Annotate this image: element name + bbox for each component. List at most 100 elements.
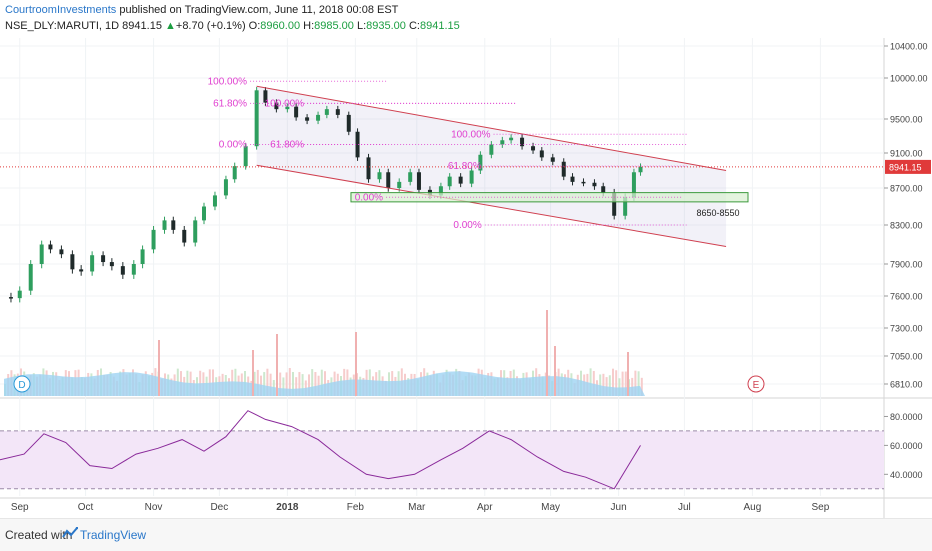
time-tick-label: Jun <box>611 502 627 513</box>
candle-body <box>254 90 259 147</box>
h-label: H: <box>303 20 315 32</box>
dividend-marker <box>13 375 31 393</box>
candle-body <box>182 229 187 243</box>
support-zone-label: 8650-8550 <box>696 208 739 218</box>
price-tick-label: 10400.00 <box>890 42 928 52</box>
candle-body <box>438 186 443 196</box>
candle-body <box>612 192 617 216</box>
o-label: O: <box>248 20 261 32</box>
time-tick-label: Aug <box>743 502 761 513</box>
volume-bar <box>292 371 294 396</box>
time-tick-label: 2018 <box>276 502 299 513</box>
earnings-marker <box>747 375 765 393</box>
symbol-label[interactable]: NSE_DLY:MARUTI, 1D <box>5 20 120 32</box>
rsi-band <box>0 430 884 489</box>
fib-level-label: 0.00% <box>355 192 383 203</box>
candle-body <box>478 154 483 171</box>
author-link[interactable]: CourtroomInvestments <box>5 4 117 16</box>
candle-body <box>243 146 248 167</box>
candle-body <box>59 249 64 255</box>
volume-spike <box>276 334 278 396</box>
candle-body <box>324 109 329 115</box>
fib-level-label: 0.00% <box>219 140 247 151</box>
volume-bar <box>301 374 304 396</box>
price-tick-label: 8700.00 <box>890 184 923 194</box>
volume-bar <box>285 372 288 396</box>
fib-level-label: 100.00% <box>265 98 305 109</box>
tradingview-brand-link[interactable]: TradingView <box>80 528 147 542</box>
candle-body <box>263 90 268 103</box>
publish-line: CourtroomInvestments published on Tradin… <box>5 4 398 16</box>
time-tick-label: Feb <box>347 502 365 513</box>
volume-bar <box>624 371 627 396</box>
candle-body <box>17 290 22 299</box>
volume-bar <box>589 368 592 396</box>
volume-bar <box>295 377 298 396</box>
volume-spike <box>627 352 629 396</box>
candle-body <box>489 144 494 155</box>
channel-lower-line <box>256 164 727 247</box>
candle-body <box>28 264 33 291</box>
price-pane: 8650-8550 100.00% 61.80% 0.00% 100.00% 61.80%… <box>0 38 884 496</box>
price-tick-label: 7050.00 <box>890 352 923 362</box>
candle-body <box>285 106 290 110</box>
volume-bar <box>608 375 611 396</box>
candle-body <box>550 157 555 162</box>
volume-bar <box>269 373 272 396</box>
volume-bar <box>592 370 595 396</box>
volume-bar <box>634 370 637 396</box>
volume-bar <box>266 368 269 396</box>
time-tick-label: Sep <box>11 502 29 513</box>
volume-bar <box>618 378 621 396</box>
candle-body <box>346 114 351 132</box>
volume-bar <box>282 377 285 396</box>
price-tick-label: 7900.00 <box>890 260 923 270</box>
candle-body <box>140 249 145 264</box>
fib-level-label: 0.00% <box>453 220 481 231</box>
rsi-tick-label: 80.0000 <box>890 412 923 422</box>
price-tick-label: 7300.00 <box>890 324 923 334</box>
price-tick-label: 9100.00 <box>890 149 923 159</box>
candle-body <box>202 206 206 221</box>
c-label: C: <box>408 20 420 32</box>
rsi-tick-label: 60.0000 <box>890 441 923 451</box>
volume-bar <box>602 373 605 396</box>
volume-spike <box>252 350 254 396</box>
candle-body <box>509 137 514 141</box>
volume-spike <box>546 310 548 396</box>
fib-level-label: 61.80% <box>270 140 304 151</box>
volume-bar <box>621 371 624 396</box>
candle-body <box>90 255 95 272</box>
candle-body <box>366 157 371 180</box>
change-text: +8.70 (+0.1%) <box>175 20 246 32</box>
candle-body <box>355 131 360 158</box>
time-tick-label: May <box>541 502 560 513</box>
candle-body <box>120 266 125 275</box>
volume-bar <box>288 368 291 396</box>
candle-body <box>39 244 44 264</box>
time-tick-label: Sep <box>811 502 829 513</box>
rsi-tick-label: 40.0000 <box>890 470 923 480</box>
candle-body <box>631 172 636 198</box>
volume-bar <box>308 374 310 396</box>
volume-bar <box>612 368 614 396</box>
fib-level-label: 100.00% <box>208 76 248 87</box>
axes-layer: 10400.00 10000.00 9500.00 9100.00 8700.00 830… <box>0 38 932 518</box>
candle-body <box>520 137 525 147</box>
chart-canvas[interactable]: 10400.00 10000.00 9500.00 9100.00 8700.00 830… <box>0 0 932 518</box>
support-zone <box>350 192 749 203</box>
volume-spike <box>355 332 357 396</box>
volume-ma-area <box>4 371 645 396</box>
candle-body <box>274 102 279 110</box>
publish-info: published on TradingView.com, June 11, 2… <box>119 4 399 16</box>
price-tick-label: 7600.00 <box>890 292 923 302</box>
last-price-tag <box>885 159 931 174</box>
volume-spike <box>554 346 556 396</box>
candle-body <box>316 114 321 121</box>
candle-body <box>408 172 413 182</box>
footer-bar: Created with TradingView <box>0 518 932 551</box>
candle-body <box>109 262 114 267</box>
volume-bar <box>314 372 317 396</box>
candle-body <box>294 106 299 118</box>
rsi-line <box>0 410 641 490</box>
